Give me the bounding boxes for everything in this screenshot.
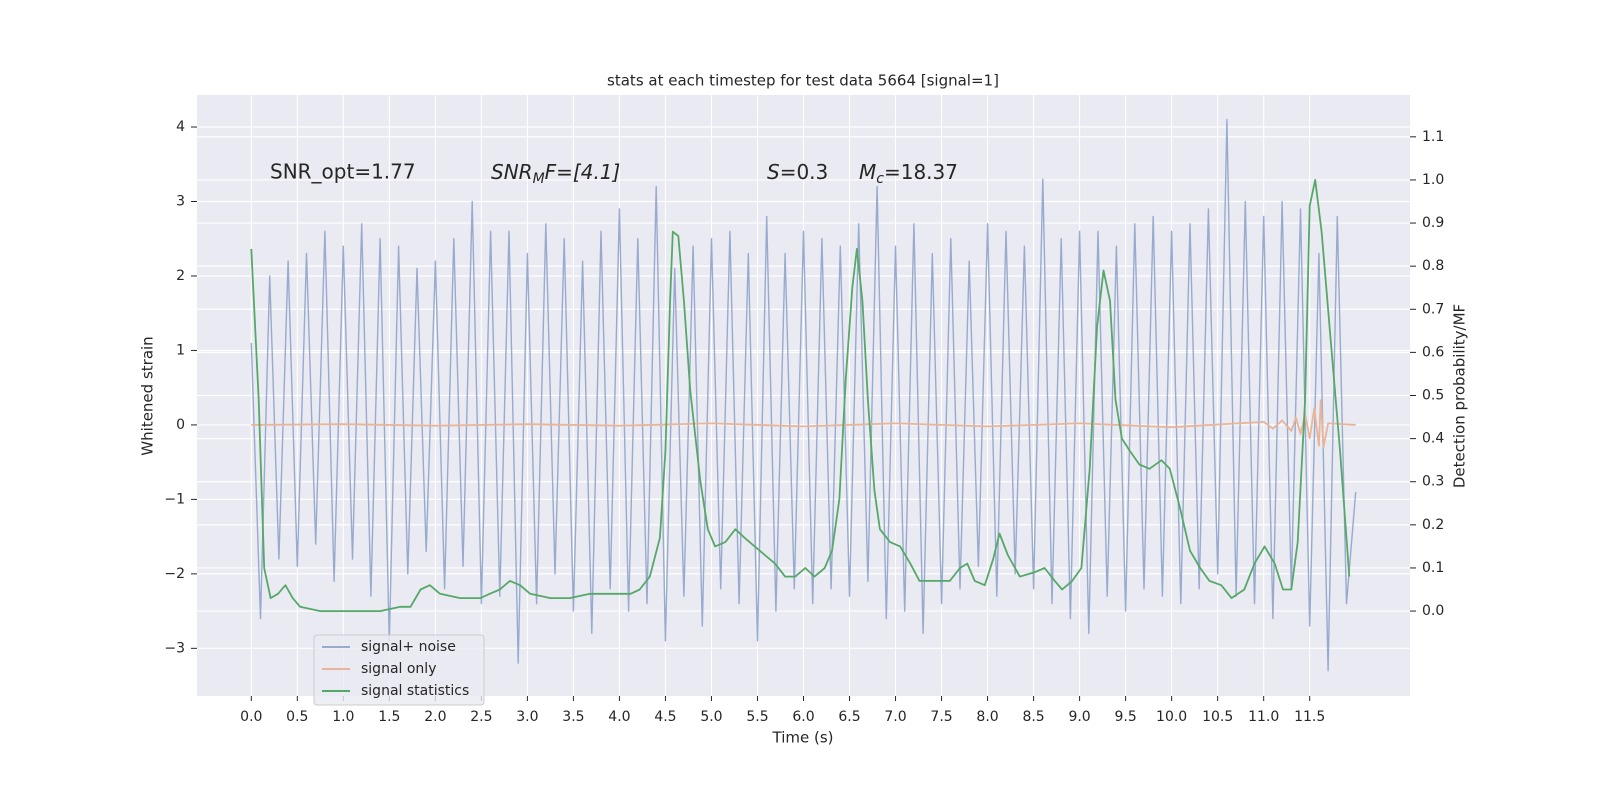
annotation-base: S — [767, 160, 780, 184]
x-tick-label: 11.5 — [1294, 709, 1325, 725]
y-tick-label: −2 — [164, 566, 185, 582]
y-axis-label: Whitened strain — [139, 336, 157, 455]
annotation-base: SNR — [491, 160, 533, 184]
x-tick-label: 8.0 — [976, 709, 998, 725]
y2-tick-label: 0.6 — [1422, 344, 1444, 360]
annotation-sub: M — [533, 171, 545, 187]
x-tick-label: 2.0 — [424, 709, 446, 725]
x-tick-label: 10.5 — [1202, 709, 1233, 725]
y2-tick-label: 1.1 — [1422, 129, 1444, 145]
x-tick-label: 2.5 — [470, 709, 492, 725]
x-tick-label: 3.0 — [516, 709, 538, 725]
y-tick-label: 2 — [176, 268, 185, 284]
y-tick-label: 1 — [176, 342, 185, 358]
marks — [250, 118, 1357, 672]
annotation-base: M — [859, 160, 876, 184]
y2-axis-label: Detection probability/MF — [1451, 304, 1469, 488]
axes: 0.0 0.5 1.0 1.5 2.0 2.5 3.0 3.5 4.0 4.5 5.0 5.5 6.0 6… — [164, 119, 1444, 725]
x-tick-label: 6.5 — [838, 709, 860, 725]
chart-title: stats at each timestep for test data 566… — [607, 72, 999, 90]
y2-tick-label: 1.0 — [1422, 172, 1444, 188]
x-tick-label: 5.0 — [700, 709, 722, 725]
y2-tick-label: 0.7 — [1422, 301, 1444, 317]
x-tick-label: 8.5 — [1022, 709, 1044, 725]
x-tick-label: 1.0 — [332, 709, 354, 725]
annotation-tail: F=[4.1] — [545, 160, 621, 184]
y2-tick-label: 0.0 — [1422, 603, 1444, 619]
y2-tick-label: 0.3 — [1422, 474, 1444, 490]
x-axis-label: Time (s) — [772, 729, 834, 747]
series-line — [250, 118, 1357, 672]
y-tick-label: 4 — [176, 119, 185, 135]
y2-tick-label: 0.1 — [1422, 560, 1444, 576]
x-tick-label: 6.0 — [792, 709, 814, 725]
x-tick-label: 0.5 — [286, 709, 308, 725]
y2-tick-label: 0.2 — [1422, 517, 1444, 533]
annotation-tail: =18.37 — [884, 160, 958, 184]
x-tick-label: 1.5 — [378, 709, 400, 725]
x-tick-label: 4.5 — [654, 709, 676, 725]
legend-box — [313, 634, 485, 706]
x-tick-label: 7.5 — [930, 709, 952, 725]
x-tick-label: 5.5 — [746, 709, 768, 725]
annotation: S=0.3 — [767, 160, 828, 184]
y-tick-label: −3 — [164, 640, 185, 656]
series-line — [250, 178, 1351, 612]
y2-tick-label: 0.4 — [1422, 431, 1444, 447]
annotation: SNR_opt=1.77 — [270, 160, 416, 184]
series-line — [251, 399, 1356, 449]
y2-tick-label: 0.8 — [1422, 258, 1444, 274]
y-tick-label: −1 — [164, 491, 185, 507]
legend-label: signal statistics — [361, 683, 469, 699]
x-tick-label: 3.5 — [562, 709, 584, 725]
annotation-tail: =0.3 — [780, 160, 829, 184]
x-tick-label: 0.0 — [240, 709, 262, 725]
legend-label: signal only — [361, 661, 436, 677]
annotation-sub: c — [876, 171, 884, 187]
annotation: Mc=18.37 — [859, 160, 958, 188]
x-tick-label: 4.0 — [608, 709, 630, 725]
x-tick-label: 9.5 — [1114, 709, 1136, 725]
y2-tick-label: 0.9 — [1422, 215, 1444, 231]
y-tick-label: 3 — [176, 193, 185, 209]
legend-label: signal+ noise — [361, 639, 456, 655]
y2-tick-label: 0.5 — [1422, 388, 1444, 404]
x-tick-label: 7.0 — [884, 709, 906, 725]
x-tick-label: 11.0 — [1248, 709, 1279, 725]
y-tick-label: 0 — [176, 417, 185, 433]
x-tick-label: 10.0 — [1156, 709, 1187, 725]
annotation: SNRMF=[4.1] — [491, 160, 620, 188]
x-tick-label: 9.0 — [1068, 709, 1090, 725]
